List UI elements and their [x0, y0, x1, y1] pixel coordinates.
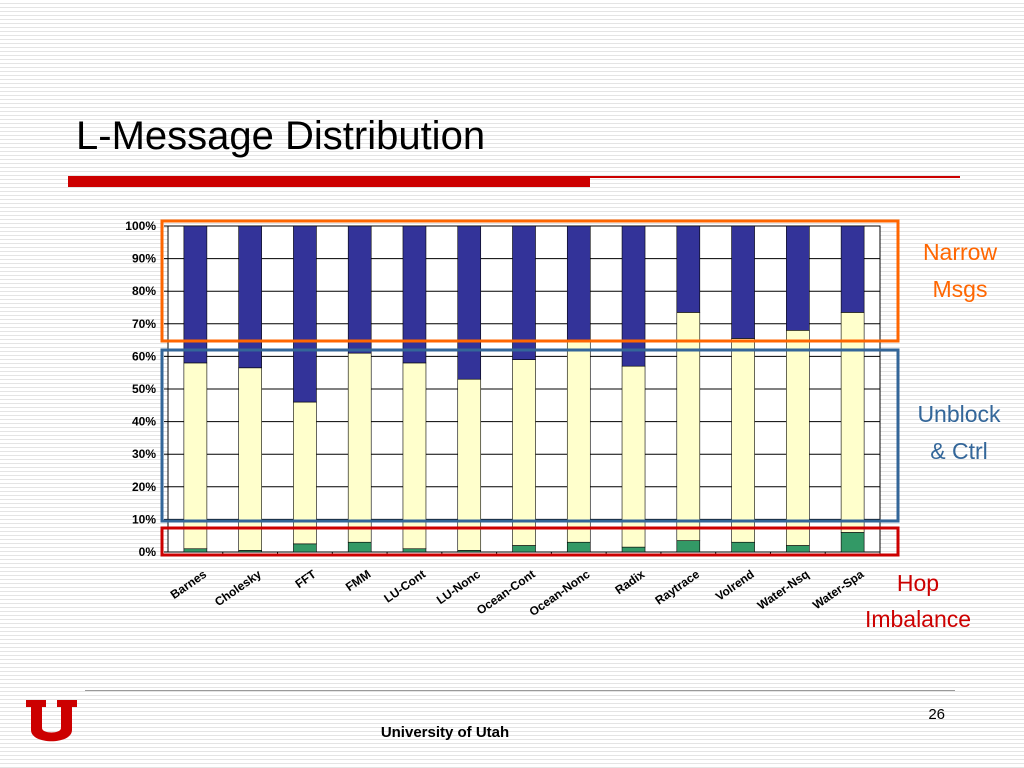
page-number: 26: [928, 706, 945, 723]
y-tick-label: 100%: [125, 219, 156, 233]
bar-segment: [183, 548, 208, 553]
y-tick-label: 0%: [139, 545, 157, 559]
bar-segment: [512, 359, 536, 546]
bar-segment: [512, 225, 536, 360]
y-tick-label: 10%: [132, 512, 156, 526]
y-tick-label: 40%: [132, 415, 156, 429]
x-tick-label: Ocean-Nonc: [527, 567, 593, 619]
bar-segment: [293, 225, 317, 403]
bar-segment: [402, 225, 427, 364]
unblock-label-line2: & Ctrl: [930, 437, 988, 464]
bar-segment: [566, 541, 591, 553]
x-axis-tick-labels: Barnes Cholesky FFT FMM LU-Cont LU-Nonc Ocean-…: [168, 552, 881, 619]
bar-segment: [840, 532, 865, 553]
unblock-ctrl-label: Unblock & Ctrl: [900, 396, 1018, 470]
x-tick-label: Radix: [612, 567, 647, 597]
x-tick-label: LU-Nonc: [434, 567, 483, 607]
bar-segment: [238, 225, 262, 369]
bar-segment: [457, 378, 482, 551]
narrow-label-line1: Narrow: [922, 239, 998, 265]
narrow-msgs-box: [160, 219, 900, 343]
bar-segment: [347, 225, 372, 354]
y-tick-label: 90%: [132, 252, 156, 266]
bar-segment: [566, 339, 591, 543]
x-tick-label: FFT: [293, 567, 320, 591]
hop-label-line1: Hop: [896, 570, 940, 596]
bar-segment: [731, 541, 755, 553]
y-axis-tick-labels: 0% 10% 20% 30% 40% 50% 60% 70% 80% 90% 100%: [125, 219, 168, 559]
x-tick-label: LU-Cont: [381, 567, 428, 606]
bar-segment: [840, 312, 865, 533]
y-tick-label: 50%: [132, 382, 156, 396]
bar-segment: [457, 225, 482, 380]
footer-university: University of Utah: [380, 724, 510, 741]
bar-segment: [786, 225, 810, 331]
bar-segment: [786, 330, 810, 546]
y-tick-label: 80%: [132, 284, 156, 298]
title-underline-line: [590, 176, 960, 178]
bar-segment: [566, 225, 591, 341]
y-tick-label: 70%: [132, 317, 156, 331]
y-tick-label: 20%: [132, 480, 156, 494]
y-tick-label: 60%: [132, 349, 156, 363]
x-tick-label: Raytrace: [652, 567, 702, 608]
y-tick-label: 30%: [132, 447, 156, 461]
narrow-msgs-label: Narrow Msgs: [905, 234, 1015, 308]
bar-segment: [731, 338, 755, 543]
bar-segment: [621, 225, 646, 367]
x-tick-label: Volrend: [713, 567, 757, 604]
university-logo-icon: [26, 700, 77, 742]
hop-label-line2: Imbalance: [864, 605, 972, 632]
x-tick-label: FMM: [343, 567, 373, 594]
bar-segment: [238, 367, 262, 551]
bar-segment: [676, 540, 701, 553]
bar-segment: [786, 545, 810, 553]
bar-segment: [183, 225, 208, 364]
bar-segment: [676, 225, 701, 313]
slide-title: L-Message Distribution: [76, 114, 486, 158]
bars: [183, 225, 865, 553]
bar-segment: [512, 545, 536, 553]
hop-imbalance-label: Hop Imbalance: [848, 566, 988, 637]
unblock-label-line1: Unblock: [917, 401, 1001, 427]
footer-rule: [85, 690, 955, 691]
x-tick-label: Water-Nsq: [755, 567, 812, 613]
bar-segment: [676, 312, 701, 541]
bar-segment: [840, 225, 865, 313]
x-tick-label: Barnes: [168, 567, 210, 602]
title-underline-bar: [68, 176, 590, 187]
hop-imbalance-box: [160, 526, 900, 557]
bar-segment: [347, 541, 372, 553]
unblock-ctrl-box: [160, 348, 900, 523]
bar-segment: [402, 548, 427, 553]
bar-segment: [347, 352, 372, 543]
bar-segment: [293, 543, 317, 553]
x-tick-label: Cholesky: [212, 567, 264, 609]
bar-segment: [293, 401, 317, 545]
narrow-label-line2: Msgs: [932, 275, 988, 302]
bar-segment: [621, 546, 646, 553]
bar-segment: [731, 225, 755, 339]
